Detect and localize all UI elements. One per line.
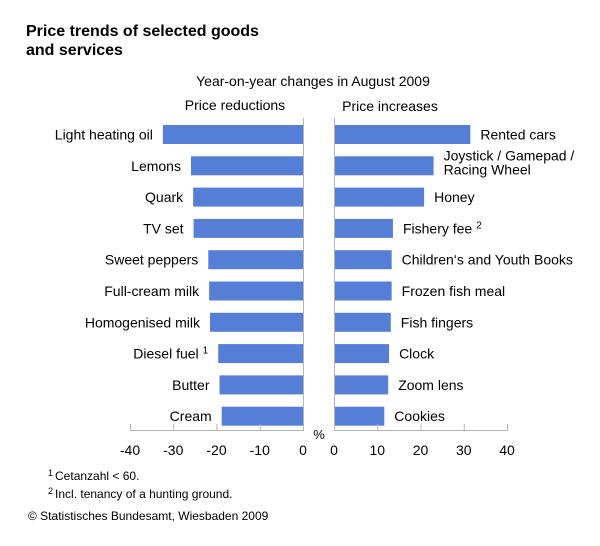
category-label-reduction: Homogenised milk xyxy=(85,314,201,330)
category-label-increase: Fishery fee 2 xyxy=(403,220,482,236)
category-label-increase: Children‘s and Youth Books xyxy=(402,252,573,268)
bar-increase-7 xyxy=(335,344,390,364)
tick-label-right: 10 xyxy=(369,442,385,458)
bar-reduction-8 xyxy=(219,375,303,395)
bar-reduction-9 xyxy=(221,406,303,426)
bar-increase-1 xyxy=(335,156,434,176)
bar-increase-4 xyxy=(335,250,392,270)
chart-subtitle: Year-on-year changes in August 2009 xyxy=(196,73,430,89)
category-label-increase: Clock xyxy=(399,346,435,362)
footnotes: 1 Cetanzahl < 60. 2 Incl. tenancy of a hun… xyxy=(48,466,232,502)
bar-reduction-4 xyxy=(208,250,303,270)
category-label-reduction: Lemons xyxy=(131,158,181,174)
category-label-increase: Cookies xyxy=(394,408,445,424)
bar-reduction-2 xyxy=(193,187,303,207)
source-credit: © Statistisches Bundesamt, Wiesbaden 200… xyxy=(28,509,269,523)
footnote-mark: 2 xyxy=(48,486,54,496)
bar-reduction-7 xyxy=(218,344,303,364)
bar-increase-0 xyxy=(335,125,471,144)
chart-title-line-2: and services xyxy=(26,42,123,59)
bar-reduction-5 xyxy=(209,281,303,301)
footnote-2: 2 Incl. tenancy of a hunting ground. xyxy=(48,484,232,502)
tick-label-left: -40 xyxy=(120,442,140,458)
bar-reduction-0 xyxy=(162,125,303,144)
bar-increase-9 xyxy=(335,406,385,426)
chart-title-line-1: Price trends of selected goods xyxy=(26,23,259,40)
tick-label-right: 30 xyxy=(456,442,472,458)
footnote-1: 1 Cetanzahl < 60. xyxy=(48,466,232,484)
category-label-increase: Fish fingers xyxy=(401,314,473,330)
category-label-reduction: TV set xyxy=(143,220,184,236)
category-label-reduction: Sweet peppers xyxy=(105,252,198,268)
category-label-reduction: Full-cream milk xyxy=(104,283,200,299)
footnote-mark: 1 xyxy=(48,468,54,478)
tick-label-right: 0 xyxy=(330,442,338,458)
panel-header-increases: Price increases xyxy=(342,98,438,114)
tick-label-left: -30 xyxy=(163,442,183,458)
unit-label: % xyxy=(313,427,325,442)
category-label-reduction: Butter xyxy=(172,377,210,393)
tick-label-left: -20 xyxy=(206,442,226,458)
bar-increase-6 xyxy=(335,312,391,332)
panel-header-reductions: Price reductions xyxy=(184,97,286,113)
category-label-reduction: Cream xyxy=(170,408,212,424)
bar-reduction-3 xyxy=(193,218,303,238)
category-label-increase: Joystick / Gamepad / Racing Wheel xyxy=(444,147,575,177)
footnote-text: Incl. tenancy of a hunting ground. xyxy=(55,487,233,501)
category-label-reduction: Quark xyxy=(145,189,184,205)
category-label-reduction: Diesel fuel 1 xyxy=(133,346,208,362)
bar-reduction-6 xyxy=(210,312,303,332)
chart-title: Price trends of selected goods and servi… xyxy=(26,22,326,60)
category-label-reduction: Light heating oil xyxy=(55,127,153,143)
category-label-increase: Rented cars xyxy=(480,127,555,143)
tick-label-left: -10 xyxy=(250,442,270,458)
bar-increase-3 xyxy=(335,218,393,238)
category-label-increase: Honey xyxy=(434,189,474,205)
tick-label-right: 20 xyxy=(413,442,429,458)
tick-label-left: 0 xyxy=(299,442,307,458)
category-label-increase: Frozen fish meal xyxy=(402,283,505,299)
category-label-increase: Zoom lens xyxy=(398,377,463,393)
bar-increase-2 xyxy=(335,187,425,207)
bar-increase-8 xyxy=(335,375,389,395)
footnote-text: Cetanzahl < 60. xyxy=(55,469,140,483)
bar-increase-5 xyxy=(335,281,392,301)
bar-reduction-1 xyxy=(190,156,303,176)
tick-label-right: 40 xyxy=(499,442,515,458)
